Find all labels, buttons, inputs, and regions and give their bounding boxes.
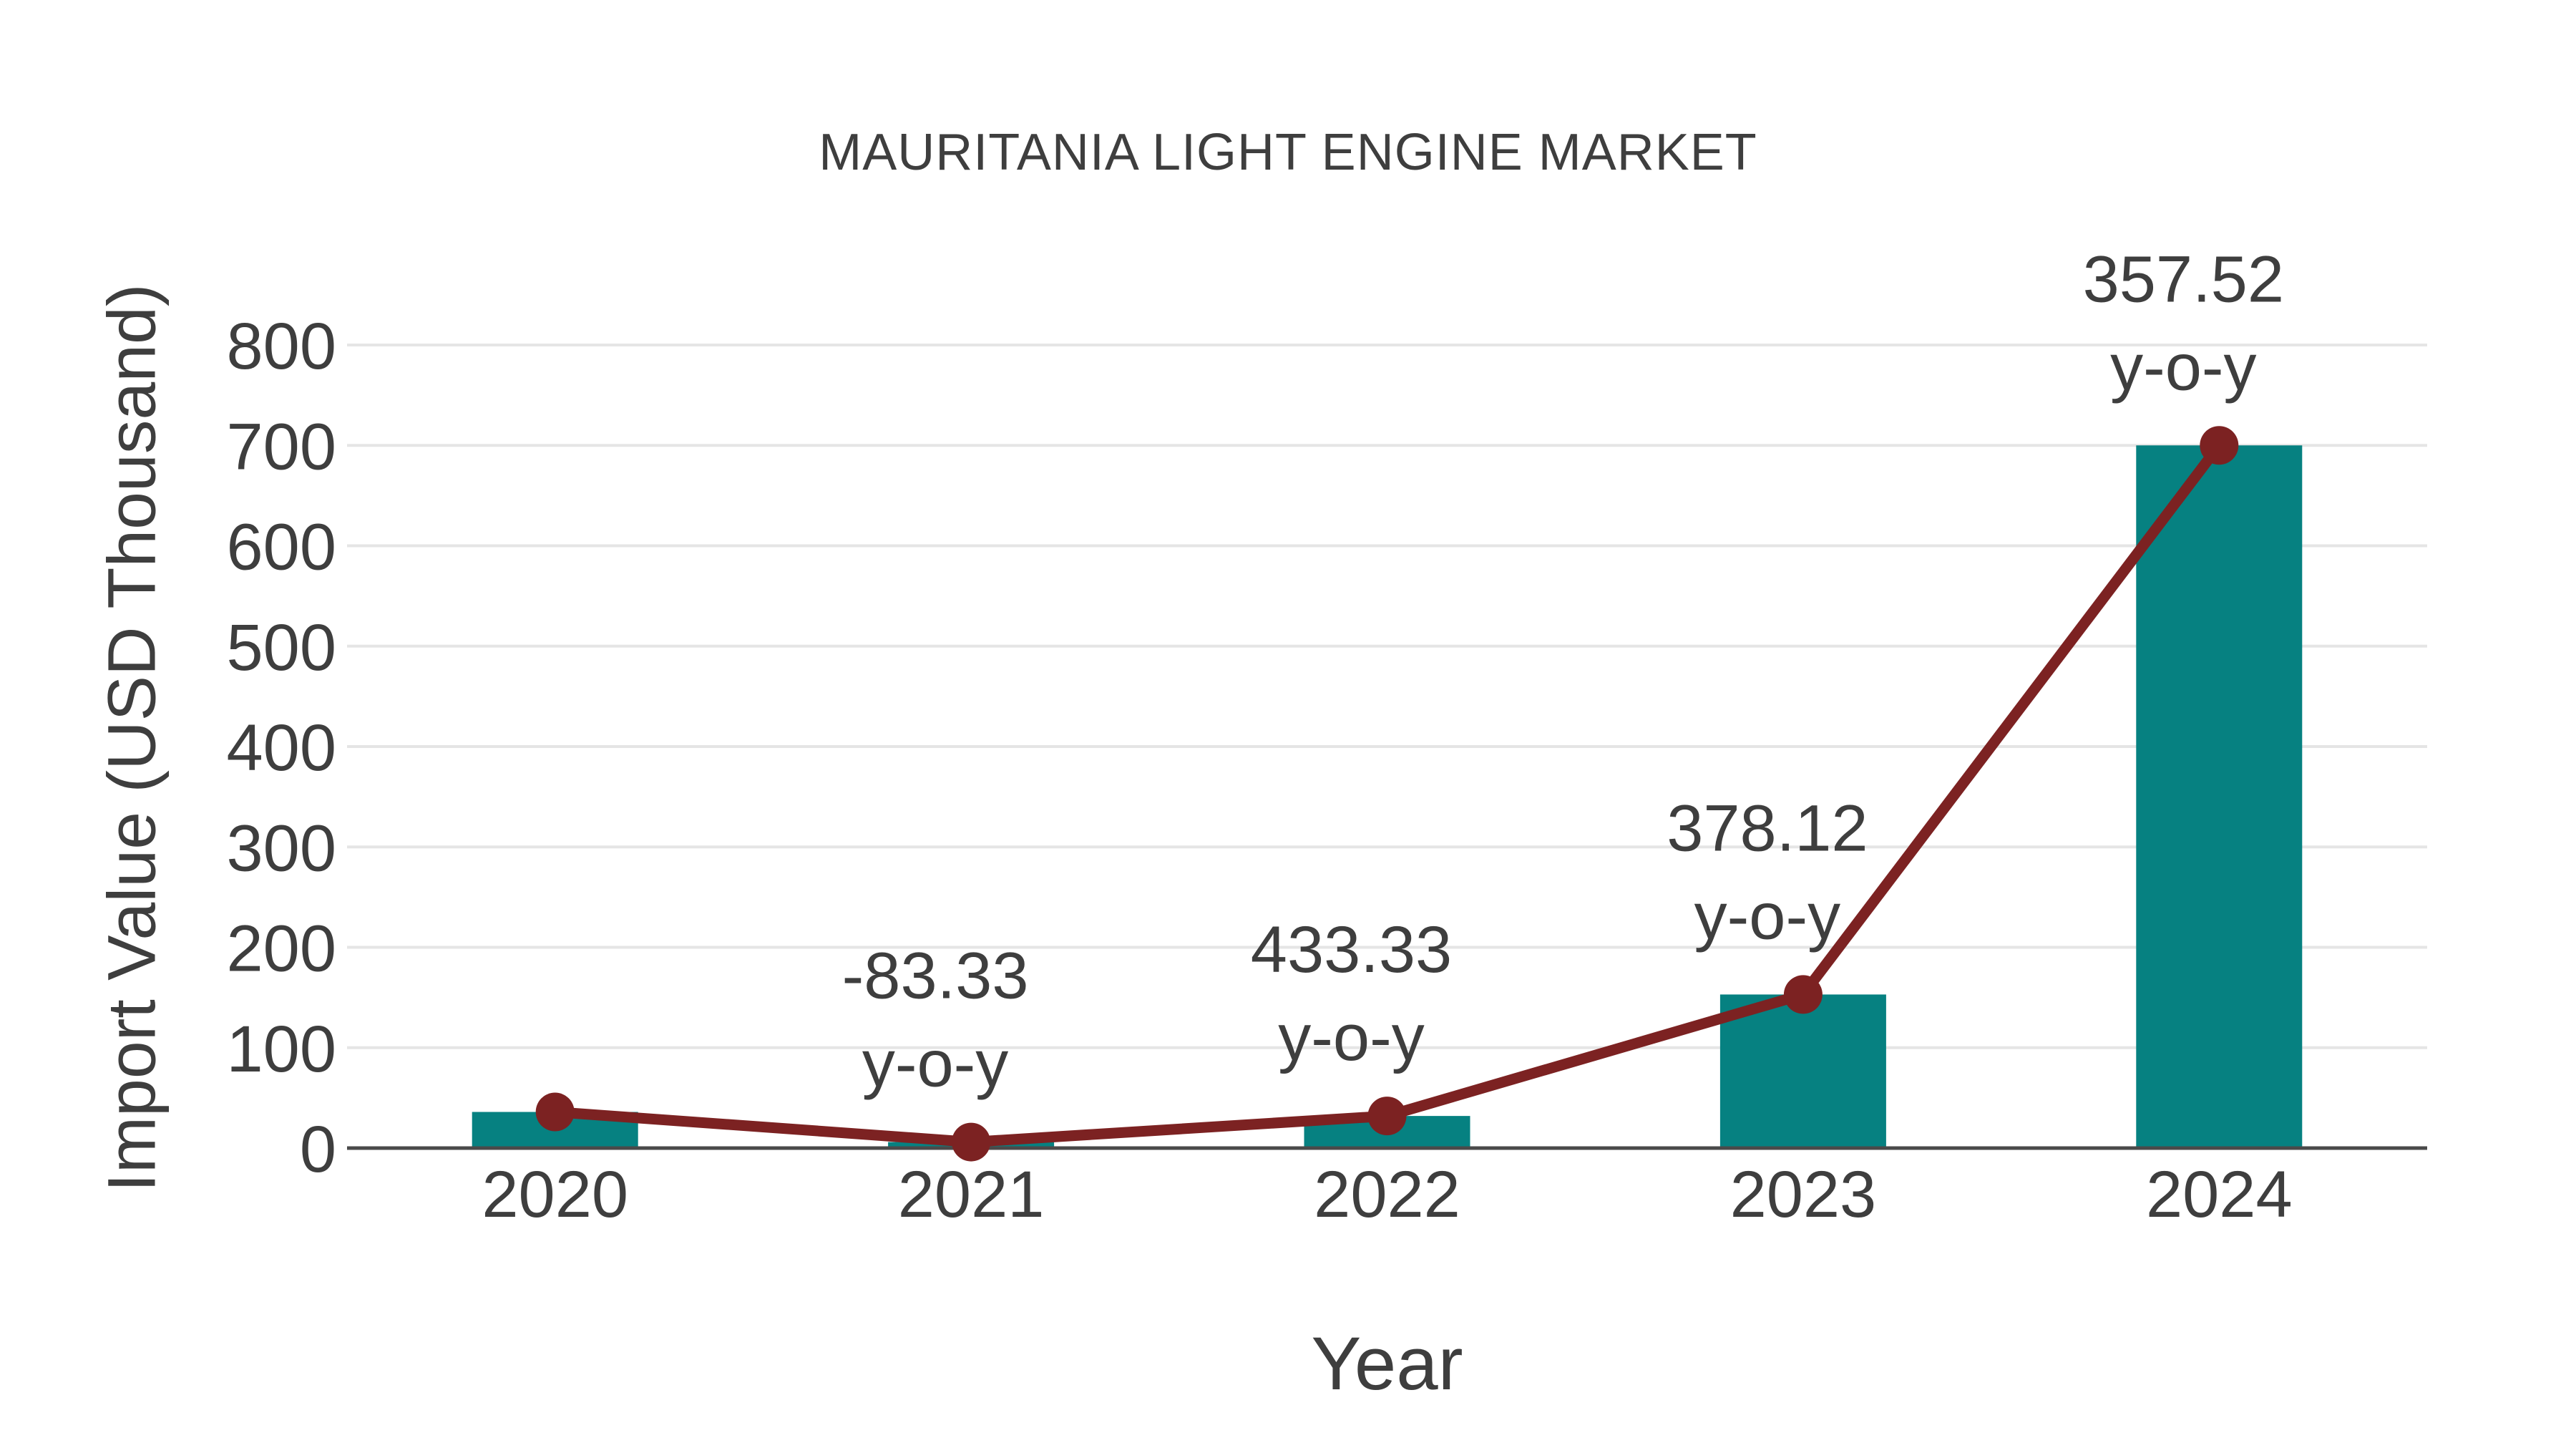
y-tick-label: 700 — [227, 410, 337, 483]
data-point-marker — [535, 1092, 575, 1132]
annotation-value: 357.52 — [2083, 243, 2284, 316]
data-point-marker — [1367, 1097, 1407, 1136]
annotation-suffix: y-o-y — [862, 1028, 1008, 1101]
x-tick-label: 2020 — [482, 1158, 628, 1231]
x-tick-label: 2023 — [1730, 1158, 1877, 1231]
annotation-value: 433.33 — [1251, 913, 1452, 986]
y-tick-label: 800 — [227, 310, 337, 383]
annotation-suffix: y-o-y — [2110, 331, 2256, 404]
x-tick-label: 2022 — [1314, 1158, 1460, 1231]
y-tick-label: 300 — [227, 812, 337, 885]
y-tick-label: 100 — [227, 1013, 337, 1086]
data-point-marker — [2200, 426, 2239, 465]
x-tick-label: 2024 — [2146, 1158, 2293, 1231]
annotation-suffix: y-o-y — [1694, 880, 1840, 953]
bar — [1719, 994, 1886, 1148]
y-axis-title: Import Value (USD Thousand) — [94, 283, 170, 1192]
y-tick-label: 200 — [227, 913, 337, 986]
bar — [2136, 445, 2303, 1148]
data-point-marker — [952, 1122, 991, 1162]
y-tick-label: 0 — [300, 1113, 336, 1186]
x-axis-title: Year — [1311, 1322, 1463, 1406]
annotation-value: 378.12 — [1667, 792, 1868, 865]
y-tick-label: 600 — [227, 511, 337, 584]
x-tick-label: 2021 — [898, 1158, 1045, 1231]
data-point-marker — [1783, 975, 1823, 1014]
y-tick-label: 400 — [227, 711, 337, 784]
annotation-suffix: y-o-y — [1278, 1001, 1424, 1074]
annotation-value: -83.33 — [842, 940, 1029, 1013]
y-tick-label: 500 — [227, 611, 337, 684]
chart-title: MAURITANIA LIGHT ENGINE MARKET — [819, 124, 1757, 181]
